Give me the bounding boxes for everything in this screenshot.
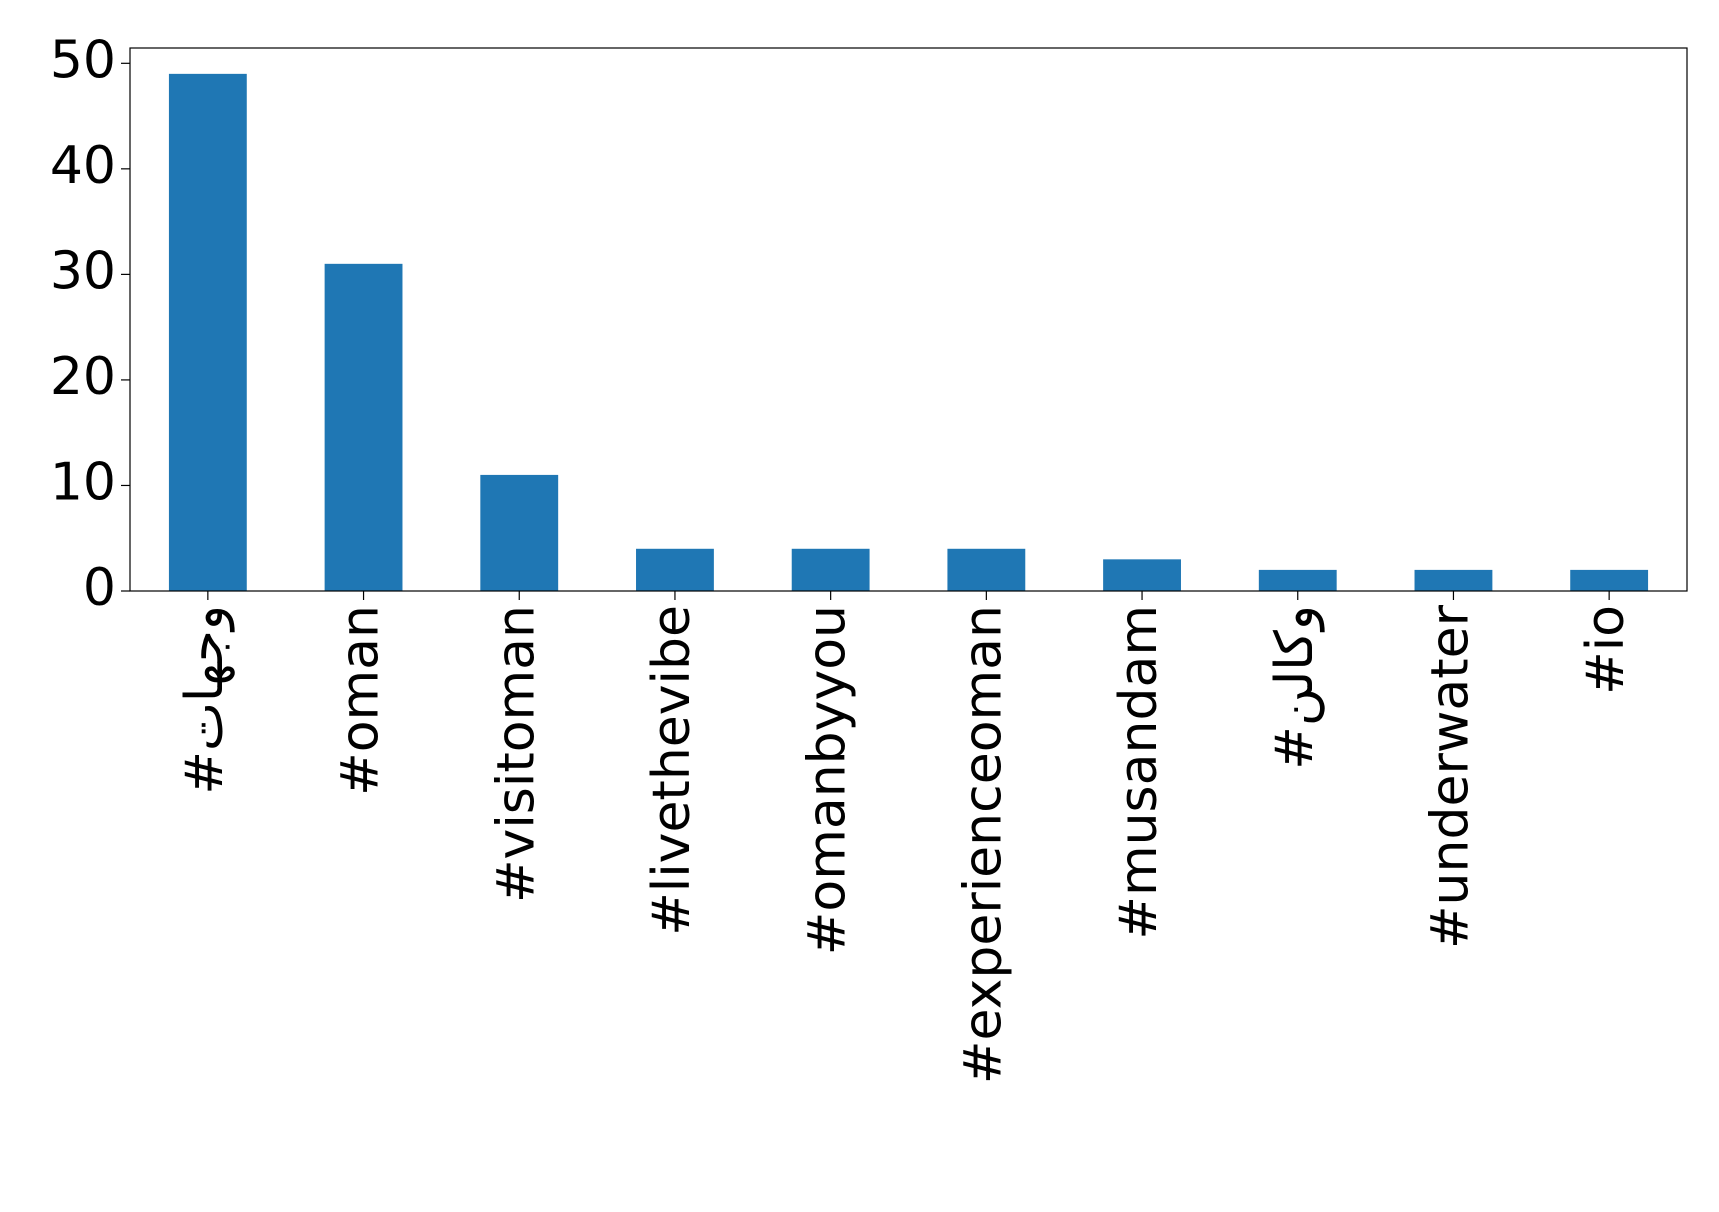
bar	[1258, 569, 1337, 591]
x-tick-label: #experienceoman	[953, 605, 1013, 1084]
y-tick-label: 10	[50, 452, 116, 512]
x-tick-label: #وجهات	[175, 605, 235, 795]
x-tick-label: #musandam	[1109, 605, 1169, 940]
bar	[168, 73, 247, 592]
plot-frame	[129, 47, 1688, 592]
y-tick-label: 40	[50, 136, 116, 196]
x-tick-label: #io	[1576, 605, 1636, 695]
y-tick-label: 30	[50, 241, 116, 301]
bar	[324, 263, 403, 591]
x-tick-label: #وكالن	[1265, 605, 1325, 770]
x-tick-label: #livethevibe	[642, 605, 702, 936]
bar	[947, 548, 1026, 591]
y-tick-label: 50	[50, 30, 116, 90]
x-tick-label: #visitoman	[486, 605, 546, 903]
x-tick-label: #underwater	[1420, 604, 1480, 949]
y-tick-label: 0	[83, 558, 116, 618]
bar	[636, 548, 714, 591]
bar	[1414, 569, 1493, 591]
x-tick-label: #omanbyyou	[798, 605, 858, 955]
y-tick-label: 20	[50, 347, 116, 407]
x-tick-label: #oman	[331, 605, 391, 796]
bar	[791, 548, 870, 591]
bar	[1570, 569, 1649, 591]
bar	[480, 474, 559, 591]
bar	[1103, 559, 1181, 591]
